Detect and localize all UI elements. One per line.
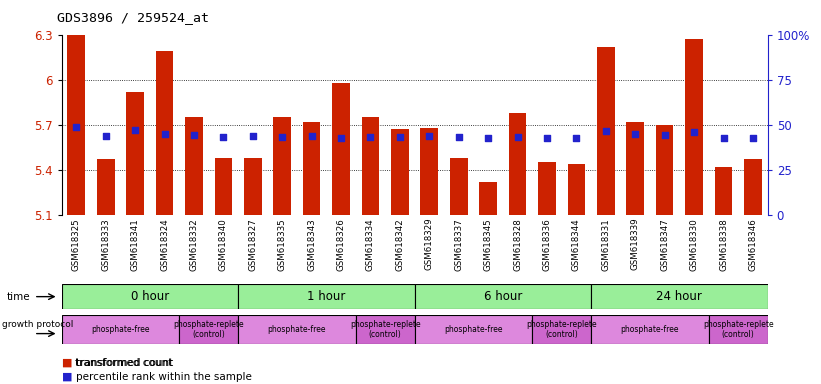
Bar	[391, 129, 409, 215]
Text: phosphate-free: phosphate-free	[268, 325, 326, 334]
Text: time: time	[7, 291, 30, 302]
Text: ■ transformed count: ■ transformed count	[62, 358, 172, 368]
Point	[187, 132, 200, 138]
Bar	[450, 158, 468, 215]
Text: 1 hour: 1 hour	[307, 290, 346, 303]
Point	[99, 133, 112, 139]
Bar	[415, 284, 591, 309]
Bar	[591, 315, 709, 344]
Text: phosphate-replete
(control): phosphate-replete (control)	[703, 319, 773, 339]
Point	[452, 134, 466, 140]
Point	[746, 134, 759, 141]
Point	[305, 133, 319, 139]
Point	[70, 124, 83, 130]
Text: phosphate-replete
(control): phosphate-replete (control)	[526, 319, 597, 339]
Point	[717, 135, 730, 141]
Point	[158, 131, 171, 137]
Point	[570, 134, 583, 141]
Bar	[62, 315, 179, 344]
Bar	[714, 167, 732, 215]
Bar	[626, 122, 644, 215]
Text: 6 hour: 6 hour	[484, 290, 522, 303]
Bar	[567, 164, 585, 215]
Bar	[179, 315, 238, 344]
Point	[599, 128, 612, 134]
Text: phosphate-free: phosphate-free	[91, 325, 149, 334]
Bar	[238, 315, 355, 344]
Bar	[355, 315, 415, 344]
Text: 0 hour: 0 hour	[131, 290, 169, 303]
Bar	[744, 159, 762, 215]
Text: transformed count: transformed count	[76, 358, 173, 368]
Bar	[333, 83, 350, 215]
Text: phosphate-free: phosphate-free	[444, 325, 502, 334]
Bar	[597, 46, 615, 215]
Point	[687, 129, 700, 135]
Point	[658, 131, 672, 137]
Bar	[67, 35, 85, 215]
Bar	[509, 113, 526, 215]
Point	[334, 134, 347, 141]
Text: ■: ■	[62, 358, 72, 368]
Bar	[97, 159, 114, 215]
Text: phosphate-replete
(control): phosphate-replete (control)	[350, 319, 420, 339]
Bar	[244, 158, 262, 215]
Bar	[214, 158, 232, 215]
Bar	[656, 125, 673, 215]
Point	[482, 134, 495, 141]
Bar	[479, 182, 497, 215]
Bar	[238, 284, 415, 309]
Bar	[532, 315, 591, 344]
Text: growth protocol: growth protocol	[2, 321, 74, 329]
Bar	[361, 117, 379, 215]
Point	[629, 131, 642, 137]
Point	[511, 134, 524, 140]
Text: phosphate-replete
(control): phosphate-replete (control)	[173, 319, 244, 339]
Bar	[420, 128, 438, 215]
Bar	[686, 39, 703, 215]
Bar	[126, 92, 144, 215]
Text: 24 hour: 24 hour	[657, 290, 702, 303]
Text: phosphate-free: phosphate-free	[621, 325, 679, 334]
Bar	[62, 284, 238, 309]
Bar	[415, 315, 532, 344]
Point	[393, 134, 406, 140]
Text: percentile rank within the sample: percentile rank within the sample	[76, 372, 252, 382]
Bar	[709, 315, 768, 344]
Bar	[303, 122, 320, 215]
Point	[364, 134, 377, 140]
Bar	[273, 117, 291, 215]
Point	[276, 134, 289, 140]
Text: GDS3896 / 259524_at: GDS3896 / 259524_at	[57, 12, 209, 25]
Bar	[591, 284, 768, 309]
Point	[217, 134, 230, 140]
Point	[423, 133, 436, 139]
Bar	[186, 117, 203, 215]
Text: ■: ■	[62, 372, 72, 382]
Point	[246, 133, 259, 139]
Point	[540, 134, 553, 141]
Point	[129, 127, 142, 133]
Bar	[539, 162, 556, 215]
Bar	[156, 51, 173, 215]
